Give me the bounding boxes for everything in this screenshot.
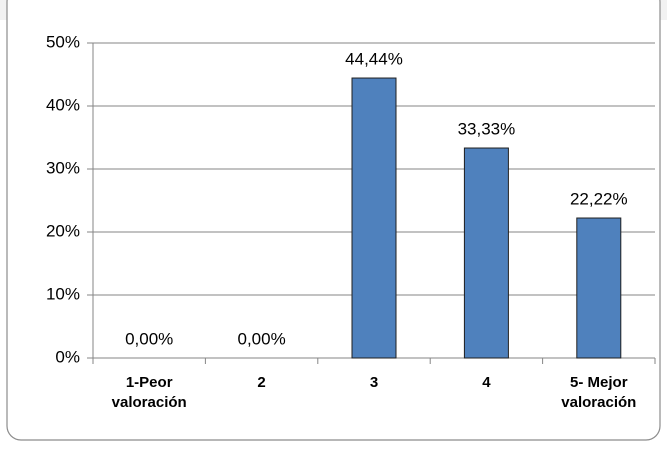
value-label: 0,00% <box>125 329 173 348</box>
y-tick-label: 20% <box>46 221 80 240</box>
bar <box>351 77 397 359</box>
value-label: 0,00% <box>237 329 285 348</box>
x-tick-label: 1-Peor valoración <box>112 374 187 411</box>
y-tick-label: 0% <box>55 347 80 366</box>
x-tick-label: 3 <box>370 374 378 391</box>
y-tick-label: 10% <box>46 284 80 303</box>
x-tick-label: 5- Mejor valoración <box>561 374 636 411</box>
x-tick-label: 4 <box>482 374 491 391</box>
bar <box>576 217 622 359</box>
value-label: 44,44% <box>345 50 403 69</box>
value-label: 33,33% <box>458 120 516 139</box>
y-tick-label: 30% <box>46 158 80 177</box>
x-tick-label: 2 <box>257 374 265 391</box>
bar <box>463 147 509 359</box>
y-tick-label: 50% <box>46 32 80 51</box>
value-label: 22,22% <box>570 189 628 208</box>
y-tick-label: 40% <box>46 95 80 114</box>
chart-frame <box>6 0 661 441</box>
